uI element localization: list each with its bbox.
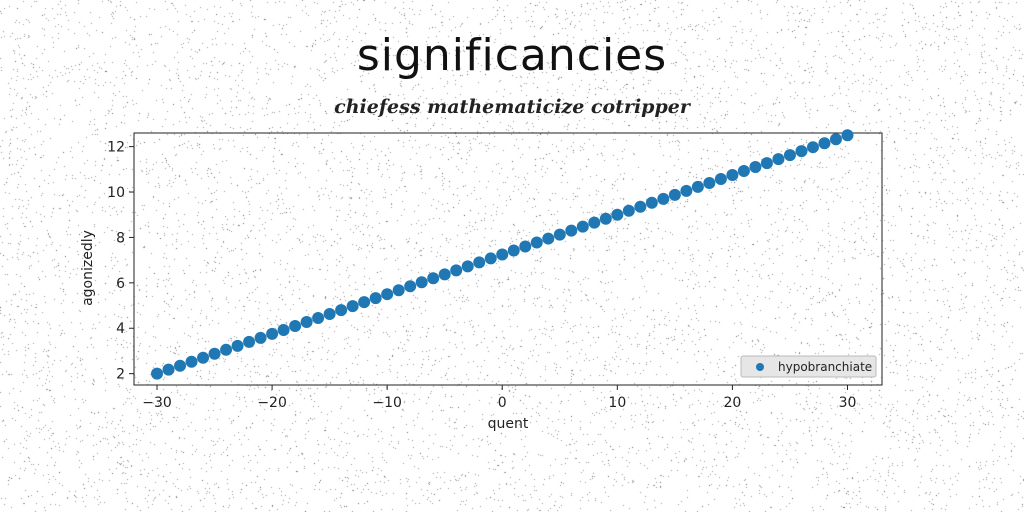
x-tick-label: 30 bbox=[839, 395, 857, 411]
x-tick-label: 0 bbox=[498, 395, 507, 411]
data-point bbox=[369, 292, 382, 305]
data-point bbox=[220, 343, 233, 356]
chart-title: significancies bbox=[356, 30, 668, 81]
data-point bbox=[300, 316, 313, 328]
data-point bbox=[772, 153, 785, 166]
data-point bbox=[783, 149, 796, 162]
data-point bbox=[818, 137, 831, 150]
data-point bbox=[162, 363, 175, 376]
data-point bbox=[703, 176, 716, 189]
data-point bbox=[289, 319, 302, 332]
y-tick-label: 4 bbox=[116, 321, 125, 337]
data-point bbox=[829, 133, 842, 146]
data-point bbox=[806, 141, 819, 154]
data-point bbox=[266, 327, 279, 340]
data-point bbox=[174, 359, 187, 372]
axes-frame bbox=[133, 132, 883, 386]
data-point bbox=[404, 280, 417, 293]
data-point bbox=[841, 129, 854, 142]
data-point bbox=[185, 355, 198, 368]
data-point bbox=[277, 323, 290, 336]
data-point bbox=[611, 208, 624, 221]
legend-marker bbox=[756, 363, 764, 371]
data-point bbox=[507, 244, 520, 257]
data-point bbox=[312, 312, 325, 325]
x-tick-label: −30 bbox=[142, 395, 172, 411]
data-point bbox=[323, 308, 336, 321]
y-tick-label: 10 bbox=[107, 185, 125, 201]
data-point bbox=[208, 347, 221, 360]
x-tick-label: −20 bbox=[257, 395, 287, 411]
data-point bbox=[231, 339, 244, 352]
data-point bbox=[415, 276, 428, 289]
y-tick-label: 2 bbox=[116, 367, 125, 383]
data-point bbox=[553, 228, 566, 241]
data-point bbox=[565, 224, 578, 237]
data-point bbox=[484, 252, 497, 265]
data-point bbox=[576, 220, 589, 233]
y-tick-label: 8 bbox=[116, 230, 125, 246]
x-tick-label: 20 bbox=[723, 395, 741, 411]
x-axis-ticks: −30 −20 −10 0 10 20 30 bbox=[142, 385, 856, 411]
data-point bbox=[243, 335, 256, 348]
data-point bbox=[358, 296, 371, 309]
data-point bbox=[542, 232, 555, 245]
data-point bbox=[737, 165, 750, 178]
data-point bbox=[691, 180, 704, 193]
data-point bbox=[254, 331, 267, 344]
data-point bbox=[151, 367, 164, 380]
data-point bbox=[760, 157, 773, 170]
data-point bbox=[450, 264, 463, 277]
data-point bbox=[473, 256, 486, 269]
data-point bbox=[346, 300, 359, 313]
x-tick-label: −10 bbox=[372, 395, 402, 411]
data-point bbox=[645, 196, 658, 209]
data-point bbox=[519, 240, 532, 253]
data-point bbox=[680, 184, 693, 197]
data-point bbox=[461, 260, 474, 273]
data-point bbox=[749, 161, 762, 174]
chart-subtitle: chiefess mathematicize cotripper bbox=[334, 96, 690, 118]
data-point bbox=[438, 268, 451, 281]
data-point bbox=[657, 192, 670, 205]
data-point bbox=[726, 169, 739, 181]
data-point bbox=[197, 351, 210, 364]
y-axis-ticks: 2 4 6 8 10 12 bbox=[107, 140, 134, 383]
legend-label: hypobranchiate bbox=[778, 360, 872, 374]
x-tick-label: 10 bbox=[608, 395, 626, 411]
data-point bbox=[588, 216, 601, 229]
data-point bbox=[392, 284, 405, 297]
y-tick-label: 6 bbox=[116, 276, 125, 292]
data-point bbox=[795, 145, 808, 158]
data-point bbox=[634, 200, 647, 213]
data-point bbox=[714, 172, 727, 185]
data-point bbox=[335, 304, 348, 317]
scatter-points bbox=[151, 129, 854, 380]
legend-box bbox=[740, 355, 877, 378]
data-point bbox=[622, 204, 635, 217]
x-axis-label: quent bbox=[488, 416, 529, 432]
y-tick-label: 12 bbox=[107, 140, 125, 156]
legend: hypobranchiate bbox=[740, 355, 877, 378]
data-point bbox=[496, 248, 509, 261]
y-axis-label: agonizedly bbox=[80, 230, 96, 306]
data-point bbox=[427, 272, 440, 285]
data-point bbox=[668, 188, 681, 201]
data-point bbox=[599, 212, 612, 225]
data-point bbox=[381, 288, 394, 301]
data-point bbox=[530, 236, 543, 249]
